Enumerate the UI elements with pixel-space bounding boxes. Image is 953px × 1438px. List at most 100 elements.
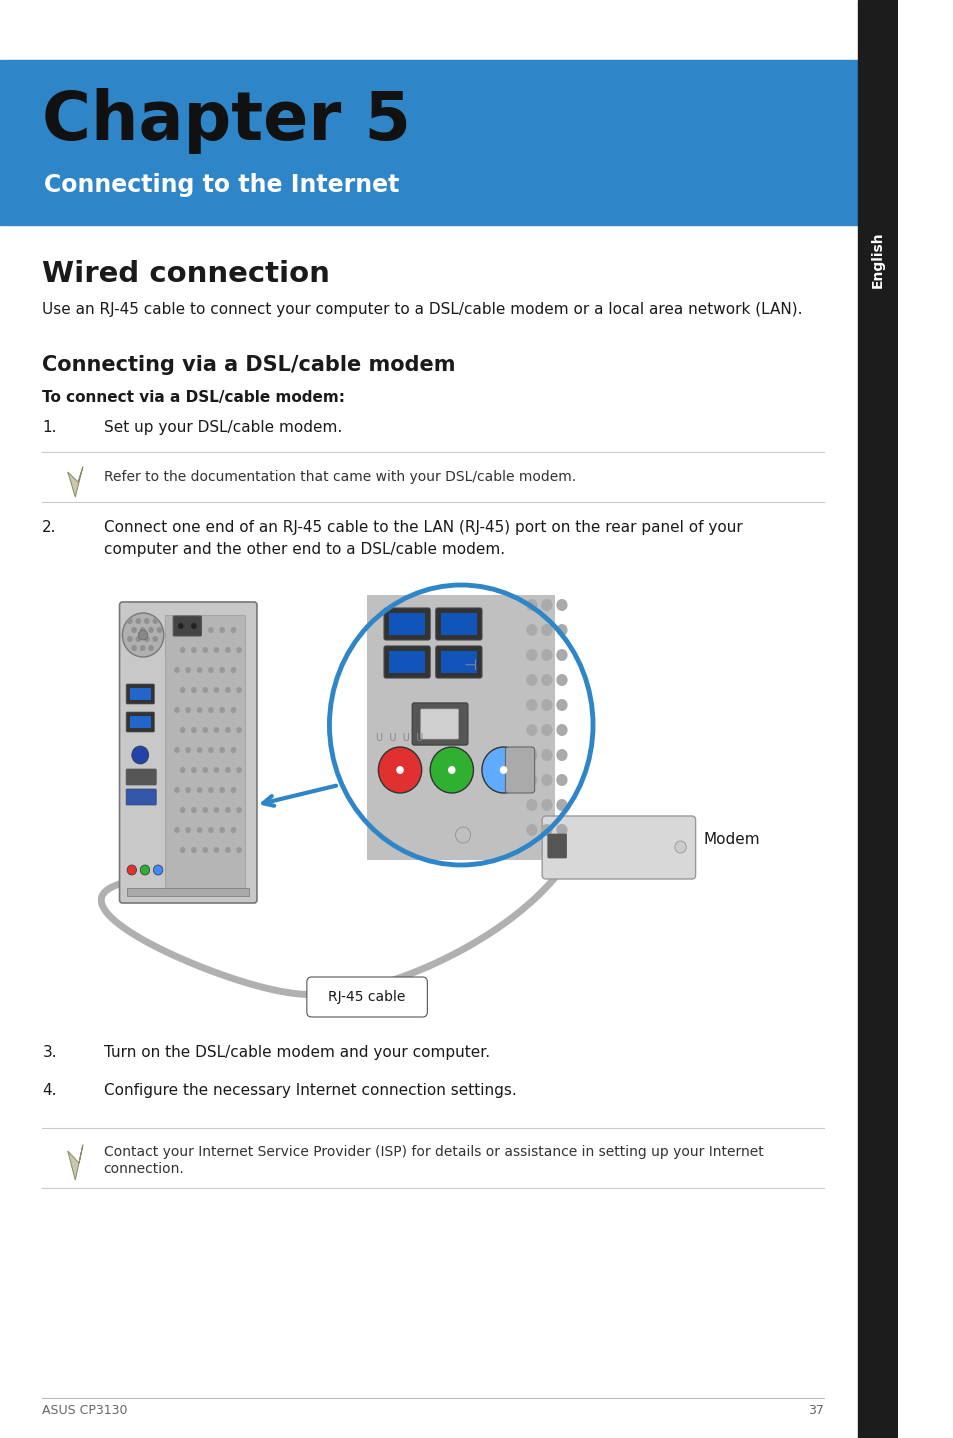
Circle shape [138,630,148,640]
Circle shape [556,824,567,835]
Circle shape [219,787,225,792]
Circle shape [556,624,567,636]
Circle shape [540,824,552,835]
Circle shape [378,746,421,792]
Circle shape [132,646,137,651]
Circle shape [236,807,242,812]
Circle shape [213,847,219,853]
Text: Configure the necessary Internet connection settings.: Configure the necessary Internet connect… [104,1083,516,1099]
Circle shape [185,746,191,754]
FancyBboxPatch shape [541,815,695,879]
Circle shape [540,624,552,636]
Circle shape [140,866,150,874]
Bar [440,613,476,636]
Circle shape [191,728,196,733]
Circle shape [231,827,236,833]
Bar [127,889,249,896]
Polygon shape [68,1145,83,1181]
Circle shape [540,800,552,811]
Circle shape [148,627,153,633]
Circle shape [179,766,185,774]
Circle shape [202,687,208,693]
Circle shape [219,746,225,754]
Bar [165,615,245,890]
Circle shape [179,687,185,693]
Circle shape [236,766,242,774]
Circle shape [540,749,552,761]
Circle shape [219,667,225,673]
Text: Wired connection: Wired connection [42,260,330,288]
Circle shape [430,746,473,792]
FancyBboxPatch shape [384,646,430,677]
Circle shape [156,627,162,633]
Bar [0,60,858,224]
Circle shape [556,749,567,761]
FancyBboxPatch shape [436,646,481,677]
Circle shape [526,699,537,710]
Circle shape [208,707,213,713]
Circle shape [185,827,191,833]
Circle shape [202,647,208,653]
Circle shape [196,746,202,754]
Circle shape [540,674,552,686]
Circle shape [148,646,153,651]
Bar [858,0,897,1438]
Circle shape [196,707,202,713]
FancyBboxPatch shape [126,789,156,805]
Circle shape [225,847,231,853]
Circle shape [213,728,219,733]
Circle shape [556,800,567,811]
Text: To connect via a DSL/cable modem:: To connect via a DSL/cable modem: [42,390,345,406]
Circle shape [219,827,225,833]
Text: connection.: connection. [104,1162,184,1176]
Circle shape [556,699,567,710]
Circle shape [219,627,225,633]
Circle shape [674,841,685,853]
Circle shape [526,774,537,787]
FancyBboxPatch shape [384,608,430,640]
Circle shape [395,766,403,774]
Circle shape [448,766,456,774]
Circle shape [191,647,196,653]
Circle shape [196,827,202,833]
FancyBboxPatch shape [126,769,156,785]
Circle shape [540,600,552,611]
Circle shape [526,723,537,736]
Circle shape [236,728,242,733]
Polygon shape [68,467,83,498]
Circle shape [540,774,552,787]
Circle shape [231,667,236,673]
Circle shape [526,649,537,661]
Circle shape [456,827,470,843]
Circle shape [152,636,158,641]
Circle shape [135,636,141,641]
Circle shape [132,627,137,633]
Circle shape [191,847,196,853]
Circle shape [127,636,132,641]
FancyBboxPatch shape [119,603,256,903]
Circle shape [185,627,191,633]
Bar [388,651,425,673]
Text: Chapter 5: Chapter 5 [42,88,411,154]
FancyBboxPatch shape [126,684,154,705]
Circle shape [179,847,185,853]
Circle shape [225,647,231,653]
Circle shape [236,647,242,653]
Circle shape [208,787,213,792]
Circle shape [191,687,196,693]
Text: Turn on the DSL/cable modem and your computer.: Turn on the DSL/cable modem and your com… [104,1045,489,1060]
Circle shape [526,624,537,636]
Circle shape [185,787,191,792]
Bar [367,595,555,860]
Circle shape [208,627,213,633]
FancyBboxPatch shape [173,615,201,636]
Circle shape [140,627,145,633]
Circle shape [219,707,225,713]
Text: RJ-45 cable: RJ-45 cable [328,989,405,1004]
Circle shape [556,600,567,611]
Circle shape [140,646,145,651]
Circle shape [540,699,552,710]
FancyBboxPatch shape [307,976,427,1017]
Circle shape [177,623,183,628]
Circle shape [236,847,242,853]
